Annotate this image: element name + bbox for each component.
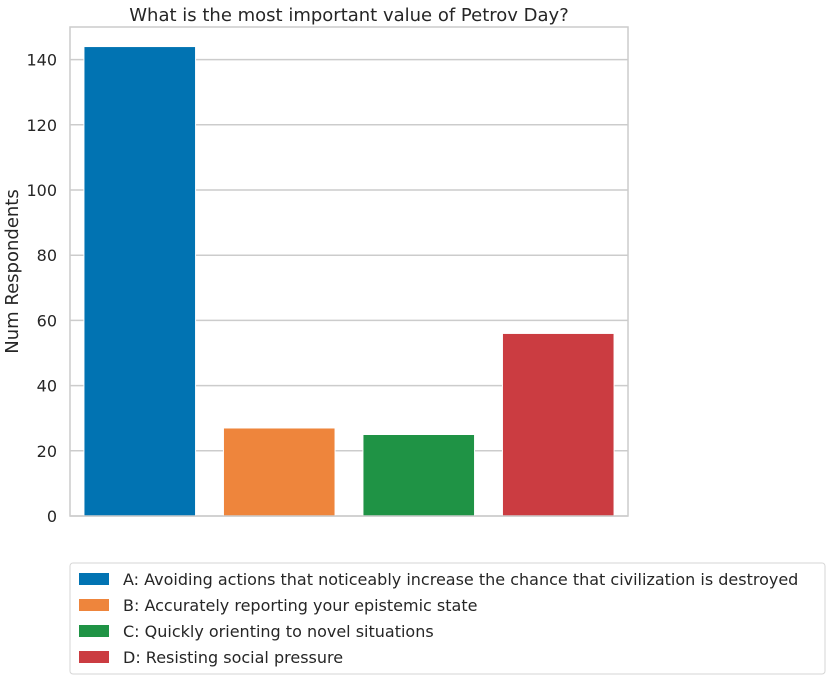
legend-label: B: Accurately reporting your epistemic s… (123, 596, 477, 615)
bar-d (501, 332, 615, 517)
y-tick-label: 0 (47, 507, 57, 526)
y-axis-title: Num Respondents (2, 189, 23, 353)
y-tick-label: 140 (26, 51, 57, 70)
plot-frame (69, 26, 629, 517)
legend-label: D: Resisting social pressure (123, 648, 343, 667)
y-tick-label: 120 (26, 116, 57, 135)
legend-swatch (79, 651, 109, 663)
legend-label: A: Avoiding actions that noticeably incr… (123, 570, 798, 589)
bar-c (362, 434, 476, 517)
y-tick-label: 100 (26, 181, 57, 200)
legend-box (69, 562, 826, 675)
y-tick-label: 60 (37, 311, 57, 330)
legend-swatch (79, 573, 109, 585)
y-tick-label: 40 (37, 377, 57, 396)
y-tick-labels: 0 20 40 60 80 100 120 140 (26, 51, 57, 526)
legend-swatch (79, 625, 109, 637)
bars (83, 46, 615, 517)
legend: A: Avoiding actions that noticeably incr… (69, 562, 826, 675)
legend-swatch (79, 599, 109, 611)
y-tick-label: 80 (37, 246, 57, 265)
bar-b (222, 427, 336, 517)
legend-label: C: Quickly orienting to novel situations (123, 622, 434, 641)
y-tick-label: 20 (37, 442, 57, 461)
chart-title: What is the most important value of Petr… (129, 5, 569, 26)
bar-a (83, 46, 197, 517)
